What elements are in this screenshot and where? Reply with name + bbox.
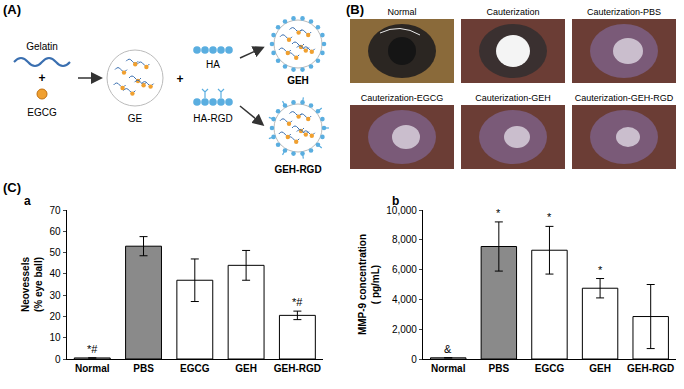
svg-text:PBS: PBS xyxy=(133,363,154,374)
svg-text:GEH: GEH xyxy=(589,363,611,374)
svg-text:6,000: 6,000 xyxy=(392,264,417,275)
svg-text:GE: GE xyxy=(128,113,143,124)
svg-text:*#: *# xyxy=(292,296,303,308)
svg-text:GEH: GEH xyxy=(235,363,257,374)
svg-text:50: 50 xyxy=(49,247,61,258)
svg-text:*: * xyxy=(496,207,501,219)
svg-text:Cauterization-GEH: Cauterization-GEH xyxy=(475,93,551,103)
svg-text:Normal: Normal xyxy=(387,7,416,17)
svg-text:8,000: 8,000 xyxy=(392,234,417,245)
svg-text:HA: HA xyxy=(206,59,220,70)
svg-text:GEH-RGD: GEH-RGD xyxy=(274,164,321,175)
svg-text:*#: *# xyxy=(87,343,98,355)
svg-text:10,000: 10,000 xyxy=(386,205,417,216)
html-text:a: a xyxy=(24,194,31,208)
svg-text:10: 10 xyxy=(49,332,61,343)
svg-text:&: & xyxy=(444,343,452,355)
svg-text:EGCG: EGCG xyxy=(27,107,57,118)
svg-text:Cauterization-EGCG: Cauterization-EGCG xyxy=(361,93,444,103)
svg-text:0: 0 xyxy=(411,354,417,365)
svg-text:Normal: Normal xyxy=(75,363,110,374)
svg-text:Cauterization: Cauterization xyxy=(486,7,539,17)
svg-text:+: + xyxy=(38,71,45,85)
svg-text:Cauterization-GEH-RGD: Cauterization-GEH-RGD xyxy=(575,93,674,103)
svg-text:40: 40 xyxy=(49,268,61,279)
svg-text:GEH-RGD: GEH-RGD xyxy=(274,363,321,374)
svg-text:0: 0 xyxy=(55,354,61,365)
svg-text:2,000: 2,000 xyxy=(392,324,417,335)
html-text:(C): (C) xyxy=(3,180,21,195)
svg-text:+: + xyxy=(176,72,183,86)
svg-text:EGCG: EGCG xyxy=(180,363,210,374)
svg-text:*: * xyxy=(598,264,603,276)
html-text:b: b xyxy=(392,194,400,208)
svg-text:GEH: GEH xyxy=(287,75,309,86)
svg-text:EGCG: EGCG xyxy=(535,363,565,374)
svg-text:GEH-RGD: GEH-RGD xyxy=(627,363,674,374)
svg-text:HA-RGD: HA-RGD xyxy=(193,113,232,124)
svg-text:70: 70 xyxy=(49,205,61,216)
svg-text:20: 20 xyxy=(49,311,61,322)
svg-text:PBS: PBS xyxy=(489,363,510,374)
svg-text:(A): (A) xyxy=(3,2,21,17)
svg-text:*: * xyxy=(547,211,552,223)
svg-text:Cauterization-PBS: Cauterization-PBS xyxy=(587,7,661,17)
svg-text:(B): (B) xyxy=(346,2,364,17)
svg-text:60: 60 xyxy=(49,226,61,237)
svg-text:4,000: 4,000 xyxy=(392,294,417,305)
svg-text:Gelatin: Gelatin xyxy=(26,41,58,52)
svg-text:30: 30 xyxy=(49,290,61,301)
svg-text:MMP-9 concentration( pg/mL): MMP-9 concentration( pg/mL) xyxy=(357,234,381,335)
svg-text:Neovessels(% eye ball): Neovessels(% eye ball) xyxy=(20,257,44,312)
svg-text:Normal: Normal xyxy=(431,363,466,374)
